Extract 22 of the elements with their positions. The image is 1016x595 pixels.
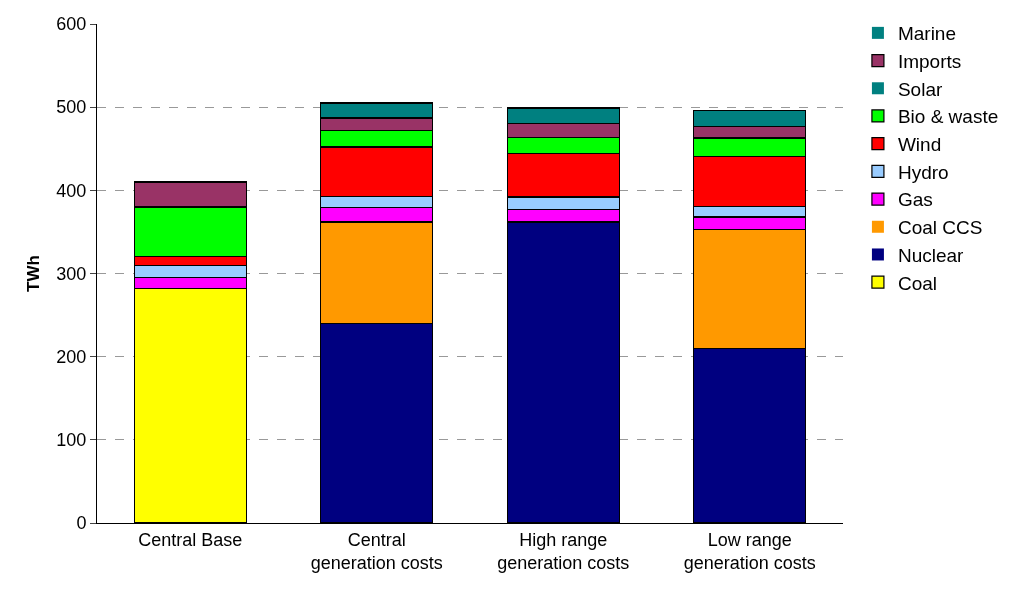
x-tick-label: Low range generation costs [683,529,816,573]
legend-label: Wind [897,134,942,156]
legend-label: Bio & waste [897,106,999,128]
y-axis-title: TWh [23,255,43,292]
legend-label: Hydro [897,161,949,183]
y-tick-label: 300 [56,263,87,284]
y-tick-label: 0 [76,513,87,534]
legend-label: Gas [897,189,933,211]
legend-label: Solar [897,78,943,100]
x-tick-label: Central generation costs [310,529,443,573]
x-tick-label: Central Base [138,529,243,550]
legend-label: Coal [897,272,937,294]
legend-label: Nuclear [897,244,965,266]
y-tick-label: 500 [56,97,87,118]
legend-label: Imports [897,50,962,72]
y-tick-label: 400 [56,180,87,201]
y-tick-label: 100 [56,430,87,451]
y-tick-label: 200 [56,346,87,367]
legend-label: Marine [897,23,956,45]
legend-label: Coal CCS [897,217,983,239]
y-tick-label: 600 [56,14,87,35]
x-tick-label: High range generation costs [497,529,630,573]
